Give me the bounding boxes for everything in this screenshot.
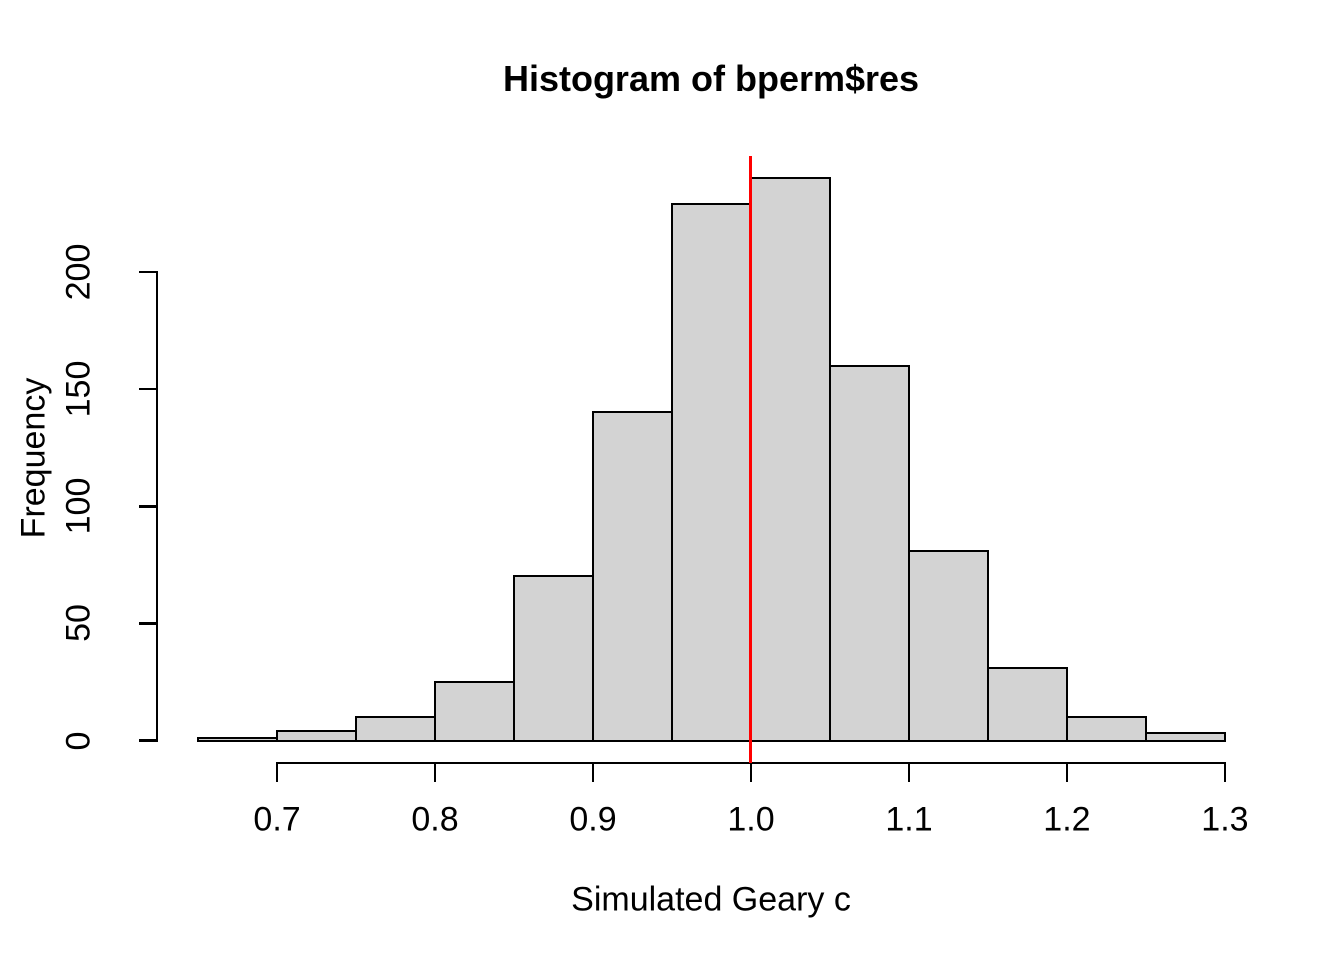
y-tick [139,505,157,508]
histogram-bar [1144,732,1227,742]
x-tick [907,763,911,782]
x-axis-label: Simulated Geary c [571,880,851,919]
y-tick-label: 0 [59,731,98,750]
histogram-bar [1065,715,1148,742]
y-tick [139,387,157,391]
y-axis-line [155,270,159,742]
x-tick-label: 1.0 [727,800,775,839]
histogram-bar [275,729,358,742]
histogram-bar [591,411,674,742]
x-tick-label: 1.3 [1201,800,1249,839]
histogram-bar [986,666,1069,742]
x-tick [433,763,437,782]
histogram-bar [749,177,832,742]
x-tick-label: 1.1 [885,800,933,839]
histogram-bar [907,549,990,742]
y-tick-label: 200 [59,243,98,301]
histogram-bar [433,680,516,742]
histogram-bar [670,202,753,742]
x-tick [749,763,753,782]
x-tick [275,763,279,782]
histogram-bar [512,575,595,742]
y-tick [139,739,157,742]
x-tick-label: 0.8 [411,800,459,839]
y-tick [139,270,157,274]
chart-title: Histogram of bperm$res [502,58,920,99]
x-tick [591,763,595,782]
x-tick [1065,763,1069,782]
x-tick-label: 0.9 [569,800,617,839]
y-tick-label: 150 [59,360,98,418]
y-tick [139,622,157,625]
x-tick-label: 0.7 [253,800,301,839]
y-tick-label: 50 [59,604,98,643]
y-tick-label: 100 [59,477,98,535]
histogram-bar [828,364,911,742]
reference-line [749,156,753,763]
x-tick [1223,763,1227,782]
y-axis-label: Frequency [14,377,53,539]
x-tick-label: 1.2 [1043,800,1091,839]
histogram-bar [354,715,437,742]
histogram-bar [196,736,279,742]
